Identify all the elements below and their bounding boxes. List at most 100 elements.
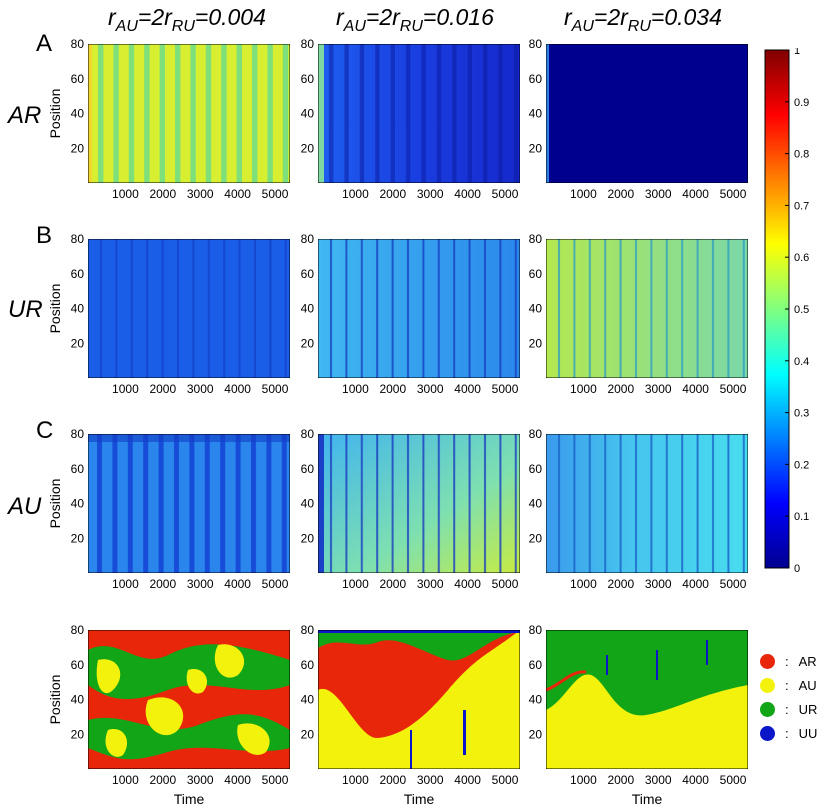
y-tick-label: 80 <box>301 427 315 441</box>
ar-high-edge <box>546 44 549 183</box>
y-tick-label: 20 <box>71 727 85 741</box>
x-tick-label: 3000 <box>645 382 672 396</box>
x-tick-label: 5000 <box>262 382 289 396</box>
au-high-stripes <box>546 434 748 573</box>
colorbar-tick-label: 0.8 <box>794 149 809 161</box>
ar-stripes <box>88 44 290 183</box>
state-uu-dot-1 <box>656 650 658 680</box>
state-au-lower <box>546 674 748 769</box>
x-tick-label: 2000 <box>379 577 406 591</box>
legend-ar-dot <box>760 653 775 669</box>
x-tick-label: 4000 <box>224 382 251 396</box>
colorbar-tick-label: 0.4 <box>794 356 809 368</box>
y-tick-label: 80 <box>529 232 543 246</box>
x-tick-label: 2000 <box>149 382 176 396</box>
x-tick-label: 2000 <box>149 187 176 201</box>
colorbar-tick-label: 0 <box>794 563 800 573</box>
state-au-patch-4 <box>237 723 270 755</box>
x-tick-label: 1000 <box>112 382 139 396</box>
y-tick-label: 60 <box>529 658 543 672</box>
state-uu-top <box>318 630 520 633</box>
y-tick-label: 40 <box>71 107 85 121</box>
x-tick-label: 4000 <box>454 577 481 591</box>
x-tick-label: 1000 <box>112 187 139 201</box>
x-tick-label: 2000 <box>379 773 406 787</box>
y-tick-label: 60 <box>71 72 85 86</box>
state-uu-streak-1 <box>463 710 466 755</box>
heatmap-ur-3 <box>546 239 748 378</box>
y-tick-label: 20 <box>301 727 315 741</box>
x-tick-label: 1000 <box>342 382 369 396</box>
state-map-2 <box>318 630 520 769</box>
ar-high-fill <box>546 44 748 183</box>
x-tick-label: 3000 <box>417 773 444 787</box>
colorbar-tick-label: 0.2 <box>794 459 809 471</box>
colorbar-ticks: 0 0.1 0.2 0.3 0.4 0.5 0.6 0.7 0.8 0.9 1 <box>785 48 809 573</box>
legend-uu-dot <box>760 725 775 741</box>
y-tick-label: 40 <box>71 302 85 316</box>
y-tick-label: 40 <box>71 497 85 511</box>
legend-ur-label: UR <box>798 701 818 717</box>
y-tick-label: 40 <box>301 693 315 707</box>
state-map-1 <box>88 630 290 769</box>
legend-ur-sep: : <box>785 701 789 717</box>
x-tick-label: 2000 <box>607 773 634 787</box>
y-tick-label: 20 <box>529 531 543 545</box>
x-tick-label: 4000 <box>682 382 709 396</box>
y-tick-label: 80 <box>71 427 85 441</box>
row-letter-a: A <box>36 30 53 57</box>
x-tick-label: 4000 <box>454 382 481 396</box>
colorbar-tick-label: 0.7 <box>794 200 809 212</box>
legend-ar-label: AR <box>798 653 817 669</box>
x-tick-label: 4000 <box>454 773 481 787</box>
x-tick-label: 2000 <box>379 382 406 396</box>
x-tick-label: 4000 <box>224 187 251 201</box>
x-tick-label: 5000 <box>492 773 519 787</box>
colorbar-tick-label: 0.9 <box>794 97 809 109</box>
legend-au: : AU <box>760 675 817 695</box>
state-uu-dot-2 <box>706 640 708 665</box>
y-tick-label: 80 <box>71 37 85 51</box>
x-axis-label: Time <box>404 791 435 807</box>
x-tick-label: 2000 <box>607 382 634 396</box>
column-title-3: rAU=2rRU=0.034 <box>564 4 722 35</box>
y-axis-label: Position <box>47 479 63 529</box>
x-tick-label: 2000 <box>607 187 634 201</box>
ur-high-stripes <box>546 239 748 378</box>
row-label-au: AU <box>8 493 42 520</box>
x-tick-label: 2000 <box>379 187 406 201</box>
x-tick-label: 1000 <box>570 382 597 396</box>
state-au-patch-1 <box>96 659 121 694</box>
x-tick-label: 1000 <box>570 187 597 201</box>
legend-au-label: AU <box>798 677 817 693</box>
x-tick-label: 3000 <box>645 187 672 201</box>
y-tick-label: 60 <box>529 267 543 281</box>
y-tick-label: 20 <box>529 727 543 741</box>
y-tick-label: 20 <box>301 141 315 155</box>
y-tick-label: 40 <box>529 302 543 316</box>
row-letter-c: C <box>36 417 54 444</box>
column-title-2: rAU=2rRU=0.016 <box>336 4 494 35</box>
row-label-ar: AR <box>8 102 42 129</box>
x-tick-label: 3000 <box>187 382 214 396</box>
state-au-patch-6 <box>186 669 208 694</box>
column-title-1: rAU=2rRU=0.004 <box>108 4 266 35</box>
x-tick-label: 4000 <box>682 773 709 787</box>
y-tick-label: 20 <box>71 531 85 545</box>
y-axis-label: Position <box>47 89 63 139</box>
x-tick-label: 5000 <box>720 773 747 787</box>
x-tick-label: 5000 <box>720 187 747 201</box>
y-tick-label: 20 <box>301 531 315 545</box>
x-tick-label: 3000 <box>645 773 672 787</box>
y-tick-label: 60 <box>71 267 85 281</box>
heatmap-au-2 <box>318 434 520 573</box>
au-low-stripes <box>88 434 290 573</box>
x-tick-label: 1000 <box>570 577 597 591</box>
heatmap-au-3 <box>546 434 748 573</box>
x-tick-label: 3000 <box>187 187 214 201</box>
x-axis-label: Time <box>174 791 205 807</box>
ar-early-edge <box>88 44 92 183</box>
y-tick-label: 80 <box>301 232 315 246</box>
x-tick-label: 5000 <box>492 382 519 396</box>
